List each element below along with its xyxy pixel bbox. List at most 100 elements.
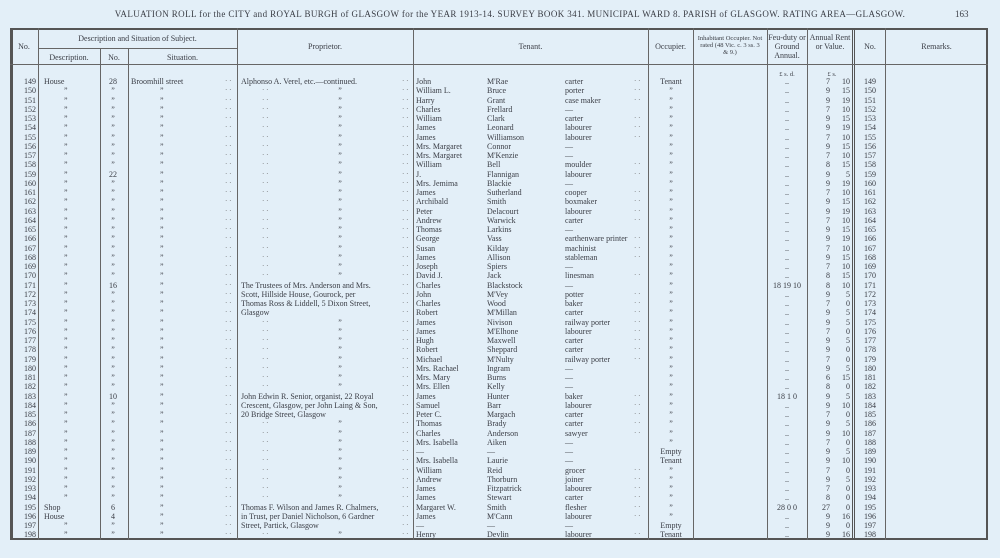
- leader-dots: · ·: [225, 437, 232, 446]
- leader-dots: · ·: [634, 428, 641, 437]
- occupier: ”: [669, 511, 673, 521]
- occupier: ”: [669, 410, 673, 419]
- tenant-surname: Anderson: [487, 428, 519, 438]
- tenant-first-name: Mrs. Rachael: [416, 363, 459, 373]
- leader-dots: · ·: [262, 447, 269, 455]
- tenant-occupation: —: [565, 521, 573, 530]
- leader-dots: · ·: [262, 132, 269, 141]
- leader-dots: · ·: [262, 234, 269, 243]
- leader-dots: · ·: [634, 317, 641, 326]
- row-no: 151: [24, 95, 36, 105]
- tenant-first-name: Andrew: [416, 215, 442, 225]
- tenant-occupation: railway porter: [565, 317, 611, 327]
- tenant-surname: Grant: [487, 95, 506, 105]
- tenant-occupation: baker: [565, 391, 583, 401]
- row-no: 190: [24, 456, 36, 466]
- row-no-right: 185: [864, 410, 876, 419]
- house-num: ”: [111, 345, 115, 355]
- feu-duty: ..: [785, 511, 789, 521]
- column-divider: [38, 28, 39, 540]
- occupier: ”: [669, 262, 673, 271]
- leader-dots: · ·: [225, 419, 232, 428]
- rent-pounds: 9: [826, 363, 830, 373]
- rent-shillings: 10: [842, 280, 850, 290]
- rent-shillings: 15: [842, 160, 850, 170]
- tenant-surname: Sutherland: [487, 188, 522, 197]
- occupier: ”: [669, 243, 673, 253]
- feu-duty: ..: [785, 271, 789, 281]
- tenant-first-name: Mrs. Margaret: [416, 151, 463, 160]
- header-proprietor: Proprietor.: [308, 42, 342, 51]
- occupier: ”: [669, 493, 673, 503]
- tenant-first-name: Peter C.: [416, 410, 442, 419]
- row-no: 169: [24, 262, 36, 271]
- row-no: 164: [24, 215, 36, 225]
- situation: ”: [160, 410, 164, 419]
- leader-dots: · ·: [402, 197, 409, 206]
- rent-shillings: 5: [846, 391, 850, 401]
- leader-dots: · ·: [402, 530, 409, 539]
- rent-shillings: 0: [846, 382, 850, 392]
- feu-duty: ..: [785, 317, 789, 327]
- leader-dots: · ·: [262, 104, 269, 113]
- description: ”: [64, 474, 68, 484]
- row-no: 161: [24, 188, 36, 197]
- feu-duty: ..: [785, 447, 789, 456]
- proprietor: ”: [338, 178, 342, 188]
- occupier: ”: [669, 317, 673, 327]
- rent-pounds: 7: [826, 299, 830, 308]
- leader-dots: · ·: [225, 354, 232, 363]
- leader-dots: · ·: [225, 493, 232, 502]
- proprietor: ”: [338, 465, 342, 475]
- row-no: 165: [24, 225, 36, 234]
- proprietor: Scott, Hillside House, Gourock, per: [241, 289, 356, 299]
- house-num: ”: [111, 400, 115, 410]
- leader-dots: · ·: [634, 419, 641, 428]
- leader-dots: · ·: [225, 474, 232, 483]
- leader-dots: · ·: [225, 345, 232, 354]
- column-divider: [693, 28, 694, 540]
- situation: ”: [160, 225, 164, 234]
- tenant-occupation: carter: [565, 345, 584, 355]
- leader-dots: · ·: [262, 151, 269, 159]
- tenant-first-name: James: [416, 123, 436, 133]
- house-num: ”: [111, 326, 115, 336]
- row-no-right: 149: [864, 77, 876, 86]
- rent-pounds: 7: [826, 326, 830, 336]
- rent-pounds: 8: [826, 382, 830, 392]
- leader-dots: · ·: [402, 447, 409, 455]
- rent-pounds: 9: [826, 86, 830, 96]
- occupier: ”: [669, 345, 673, 355]
- leader-dots: · ·: [402, 252, 409, 261]
- leader-dots: · ·: [262, 317, 269, 326]
- description: ”: [64, 447, 68, 456]
- row-no-right: 151: [864, 95, 876, 105]
- tenant-surname: Leonard: [487, 123, 514, 133]
- rent-shillings: 10: [842, 188, 850, 197]
- rent-shillings: 0: [846, 521, 850, 530]
- tenant-occupation: —: [565, 363, 573, 373]
- tenant-occupation: labourer: [565, 206, 592, 216]
- occupier: ”: [669, 354, 673, 364]
- tenant-surname: M'Kenzie: [487, 151, 519, 160]
- house-num: ”: [111, 336, 115, 345]
- tenant-first-name: William: [416, 465, 442, 475]
- row-no: 175: [24, 317, 36, 327]
- tenant-first-name: Mrs. Margaret: [416, 141, 463, 151]
- leader-dots: · ·: [262, 530, 269, 539]
- rent-shillings: 0: [846, 354, 850, 364]
- leader-dots: · ·: [634, 271, 641, 280]
- row-no: 177: [24, 336, 36, 345]
- row-no-right: 186: [864, 419, 876, 429]
- row-no-right: 183: [864, 391, 876, 401]
- leader-dots: · ·: [262, 215, 269, 224]
- rent-pounds: 9: [826, 345, 830, 355]
- proprietor: ”: [338, 317, 342, 327]
- rent-pounds: 9: [826, 178, 830, 188]
- occupier: ”: [669, 169, 673, 179]
- leader-dots: · ·: [402, 373, 409, 381]
- feu-duty: ..: [785, 474, 789, 484]
- leader-dots: · ·: [262, 95, 269, 104]
- leader-dots: · ·: [225, 215, 232, 224]
- situation: ”: [160, 317, 164, 327]
